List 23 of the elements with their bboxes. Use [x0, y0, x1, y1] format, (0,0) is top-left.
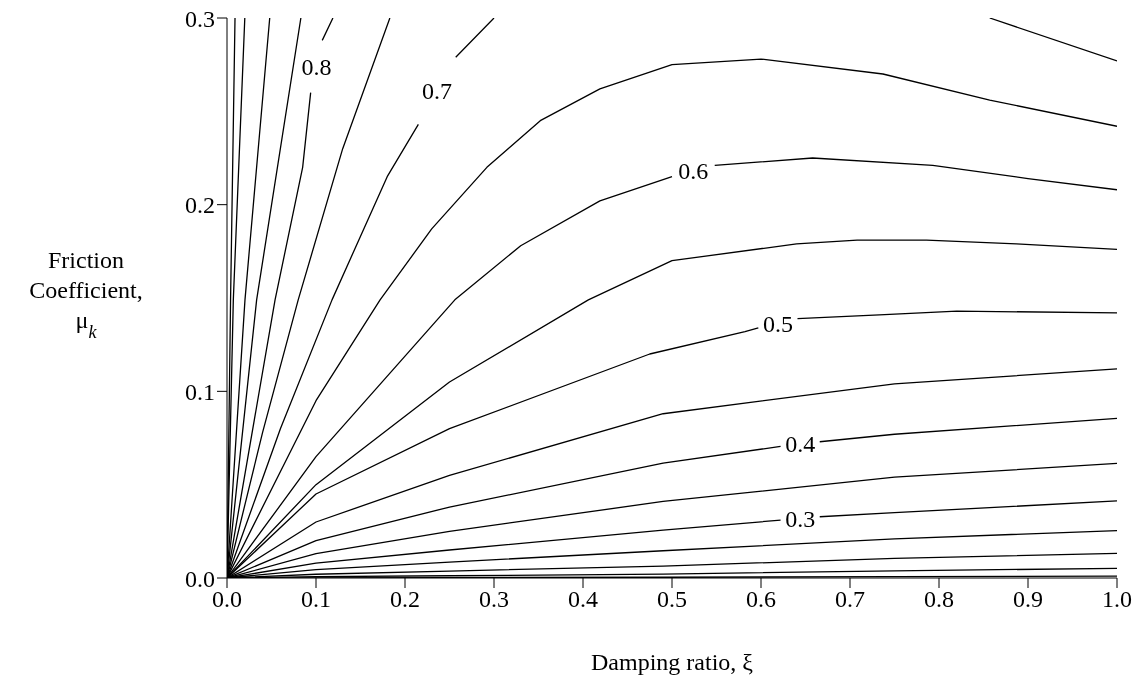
series-label: 0.8 [301, 53, 332, 80]
x-tick-label: 0.9 [1013, 586, 1043, 613]
y-axis-title: Friction Coefficient, μ$_{k}$ [29, 247, 143, 342]
y-tick-label: 0.2 [185, 192, 215, 219]
series-label: 0.5 [762, 310, 793, 337]
y-tick-label: 0.3 [185, 5, 215, 32]
x-tick-label: 0.7 [835, 586, 865, 613]
y-tick-label: 0.0 [185, 565, 215, 592]
x-tick-label: 0.6 [746, 586, 776, 613]
x-tick-label: 0.4 [568, 586, 598, 613]
x-tick-label: 0.5 [657, 586, 687, 613]
x-tick-label: 0.0 [212, 586, 242, 613]
series-label: 0.6 [678, 158, 709, 185]
x-tick-label: 1.0 [1102, 586, 1132, 613]
series-label: 0.3 [785, 505, 816, 532]
x-tick-label: 0.3 [479, 586, 509, 613]
x-axis-title: Damping ratio, ξ [591, 649, 754, 675]
x-tick-label: 0.1 [301, 586, 331, 613]
y-tick-label: 0.1 [185, 378, 215, 405]
x-tick-label: 0.8 [924, 586, 954, 613]
series-label: 0.7 [422, 78, 453, 105]
series-label: 0.4 [785, 431, 816, 458]
x-tick-label: 0.2 [390, 586, 420, 613]
